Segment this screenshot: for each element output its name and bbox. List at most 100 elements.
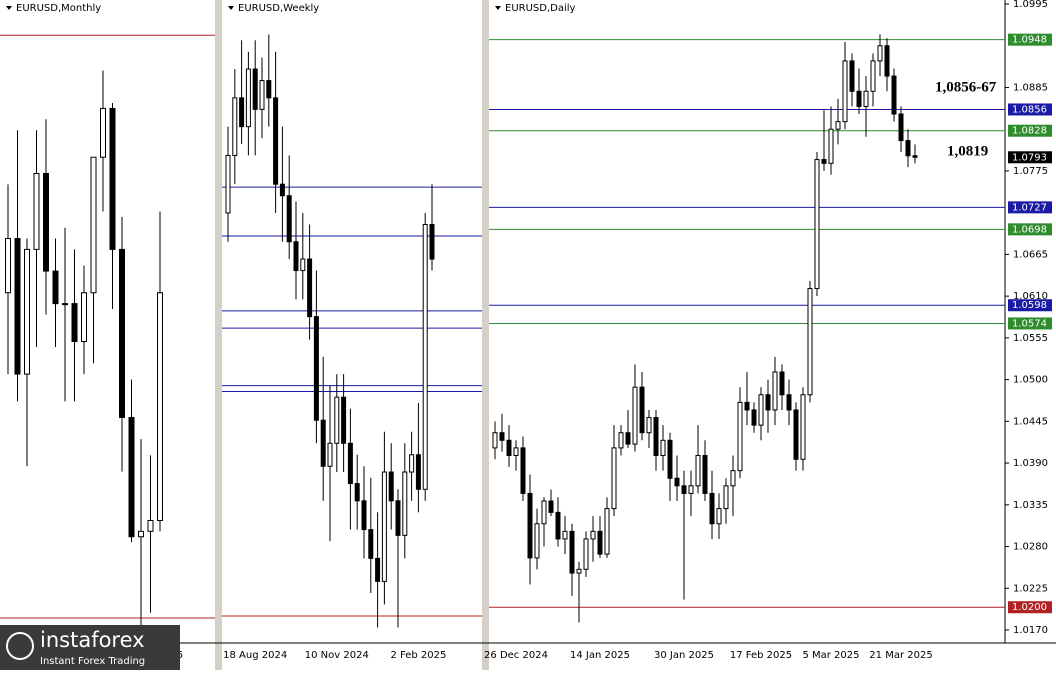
x-tick-label: 30 Jan 2025 [654,650,714,661]
level-tag [1008,299,1052,312]
candle-body [786,394,792,411]
y-tick-label: 1.0170 [1013,625,1048,636]
candle-body [576,568,582,574]
candle-body [863,90,869,107]
candle-body [912,155,918,158]
candle-body [499,432,505,441]
candle-body [307,258,313,318]
x-tick-label: 5 Mar 2025 [802,650,859,661]
y-tick-label: 1.0665 [1013,249,1048,260]
candle-body [320,419,326,467]
candle-body [361,500,367,531]
y-tick-label: 1.0885 [1013,82,1048,93]
candle-body [14,238,21,375]
candle-body [569,530,575,574]
candle-body [415,454,421,490]
title-marker [228,6,234,10]
candle-body [375,557,381,582]
candle-body [604,508,610,555]
candle-body [300,258,306,272]
candle-body [716,508,722,525]
logo-name: instaforex [40,628,145,652]
candle-body [388,471,394,502]
candle-body [513,447,519,456]
candle-body [709,492,715,525]
candle-body [232,97,238,156]
candle-body [667,439,673,479]
candle-body [562,530,568,540]
y-tick-label: 1.0335 [1013,500,1048,511]
x-tick-label: 10 Nov 2024 [305,650,369,661]
candle-body [597,530,603,555]
y-tick-label: 1.0555 [1013,333,1048,344]
x-tick-label: 2 Feb 2025 [390,650,446,661]
level-tag-label: 1.0698 [1012,224,1047,235]
candle-body [548,500,554,513]
y-tick-label: 1.0995 [1013,0,1048,10]
candle-body [100,107,106,158]
x-tick-label: 18 Aug 2024 [223,650,287,661]
last-price-tag [1008,151,1052,164]
logo: instaforex Instant Forex Trading [0,625,180,670]
candle-body [905,140,911,157]
candle-body [62,303,68,306]
candle-body [225,154,231,214]
candle-body [520,447,526,494]
candle-body [681,485,687,494]
candle-body [506,439,512,456]
candle-body [688,485,694,494]
candle-body [90,156,97,294]
annotation: 1,0856-67 [935,79,997,95]
candle-body [660,439,666,456]
candle-body [891,75,897,115]
candle-body [147,519,154,532]
candle-body [821,159,827,164]
candle-body [674,477,680,487]
y-tick-label: 1.0445 [1013,416,1048,427]
candle-body [723,485,729,510]
level-tag [1008,601,1052,614]
candle-body [639,386,645,434]
candle-body [835,121,841,130]
candle-body [814,159,820,290]
candle-body [313,316,319,421]
candle-body [327,442,333,467]
candle-body [239,97,245,128]
x-tick-label: 26 Dec 2024 [484,650,548,661]
panel-divider [215,0,222,670]
panel-title: EURUSD,Monthly [16,3,101,14]
candle-body [81,292,87,343]
candle-body [618,432,624,449]
level-tag-label: 1.0828 [1012,126,1047,137]
candle-body [279,183,285,197]
candle-body [583,538,589,570]
candle-body [646,417,652,434]
level-tag [1008,201,1052,214]
candle-body [793,409,799,460]
candle-body [109,107,116,250]
last-price-label: 1.0793 [1012,152,1047,163]
candle-body [293,241,299,272]
candle-body [849,60,855,92]
annotation: 1,0819 [947,143,988,159]
candle-body [402,471,408,536]
level-tag [1008,33,1052,46]
candle-body [779,371,785,396]
panel-title: EURUSD,Daily [505,3,576,14]
candle-body [334,396,340,444]
candle-body [758,394,764,426]
candle-body [856,90,862,107]
logo-icon [6,632,34,660]
candle-body [5,238,11,294]
candle-body [772,371,778,411]
level-tag [1008,223,1052,236]
level-tag [1008,317,1052,330]
level-tag-label: 1.0856 [1012,104,1047,115]
level-tag-label: 1.0200 [1012,602,1047,613]
candle-body [842,60,848,123]
candle-body [266,80,272,99]
candle-body [765,394,771,411]
candle-body [128,416,135,538]
candle-body [590,530,596,540]
